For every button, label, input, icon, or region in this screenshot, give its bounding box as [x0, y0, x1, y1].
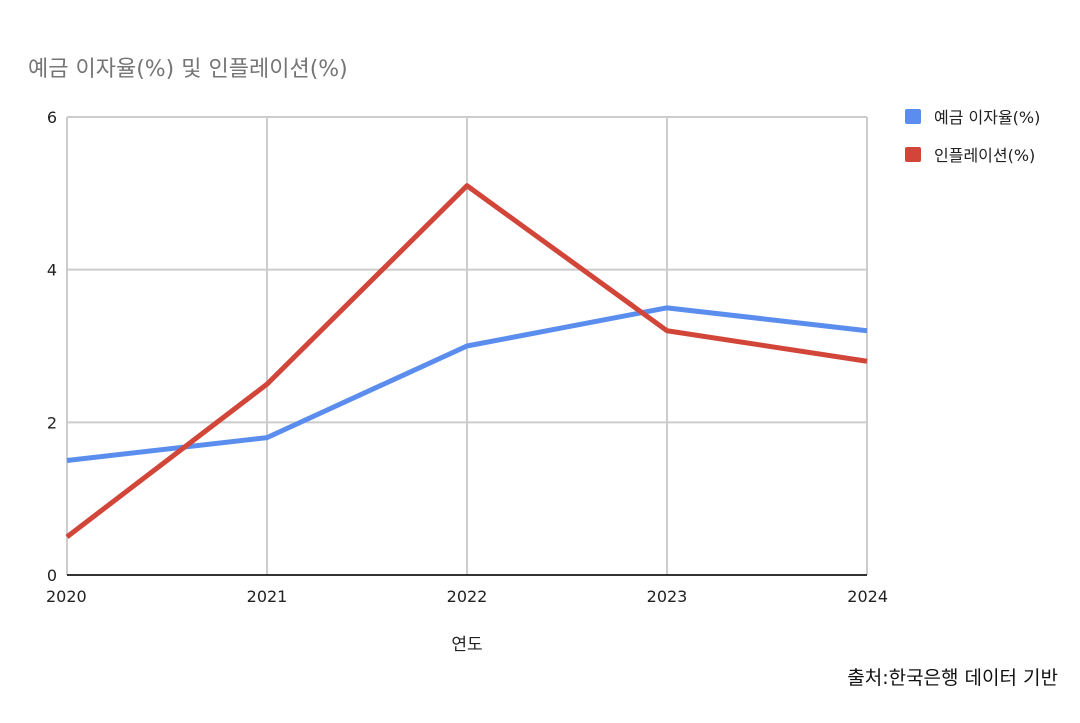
- legend-label-1: 예금 이자율(%): [934, 108, 1040, 127]
- y-tick-label: 0: [47, 566, 57, 585]
- y-axis-ticks: 0 2 4 6: [47, 108, 57, 585]
- legend-swatch-2: [905, 147, 921, 162]
- source-note: 출처:한국은행 데이터 기반: [847, 667, 1058, 689]
- legend: 예금 이자율(%) 인플레이션(%): [905, 108, 1040, 165]
- x-tick-label: 2021: [247, 587, 288, 606]
- y-tick-label: 6: [47, 108, 57, 127]
- series-line-1: [66, 305, 868, 463]
- x-axis-ticks: 2020 2021 2022 2023 2024: [46, 587, 888, 606]
- legend-swatch-1: [905, 109, 921, 124]
- series-lines: [65, 183, 868, 539]
- x-tick-label: 2023: [647, 587, 688, 606]
- y-tick-label: 2: [47, 413, 57, 432]
- x-axis-label: 연도: [451, 635, 482, 655]
- chart-title: 예금 이자율(%) 및 인플레이션(%): [28, 57, 348, 82]
- y-tick-label: 4: [47, 261, 57, 280]
- legend-label-2: 인플레이션(%): [934, 146, 1035, 165]
- x-tick-label: 2020: [46, 587, 87, 606]
- series-line-2: [65, 183, 868, 539]
- x-tick-label: 2024: [847, 587, 888, 606]
- x-tick-label: 2022: [447, 587, 488, 606]
